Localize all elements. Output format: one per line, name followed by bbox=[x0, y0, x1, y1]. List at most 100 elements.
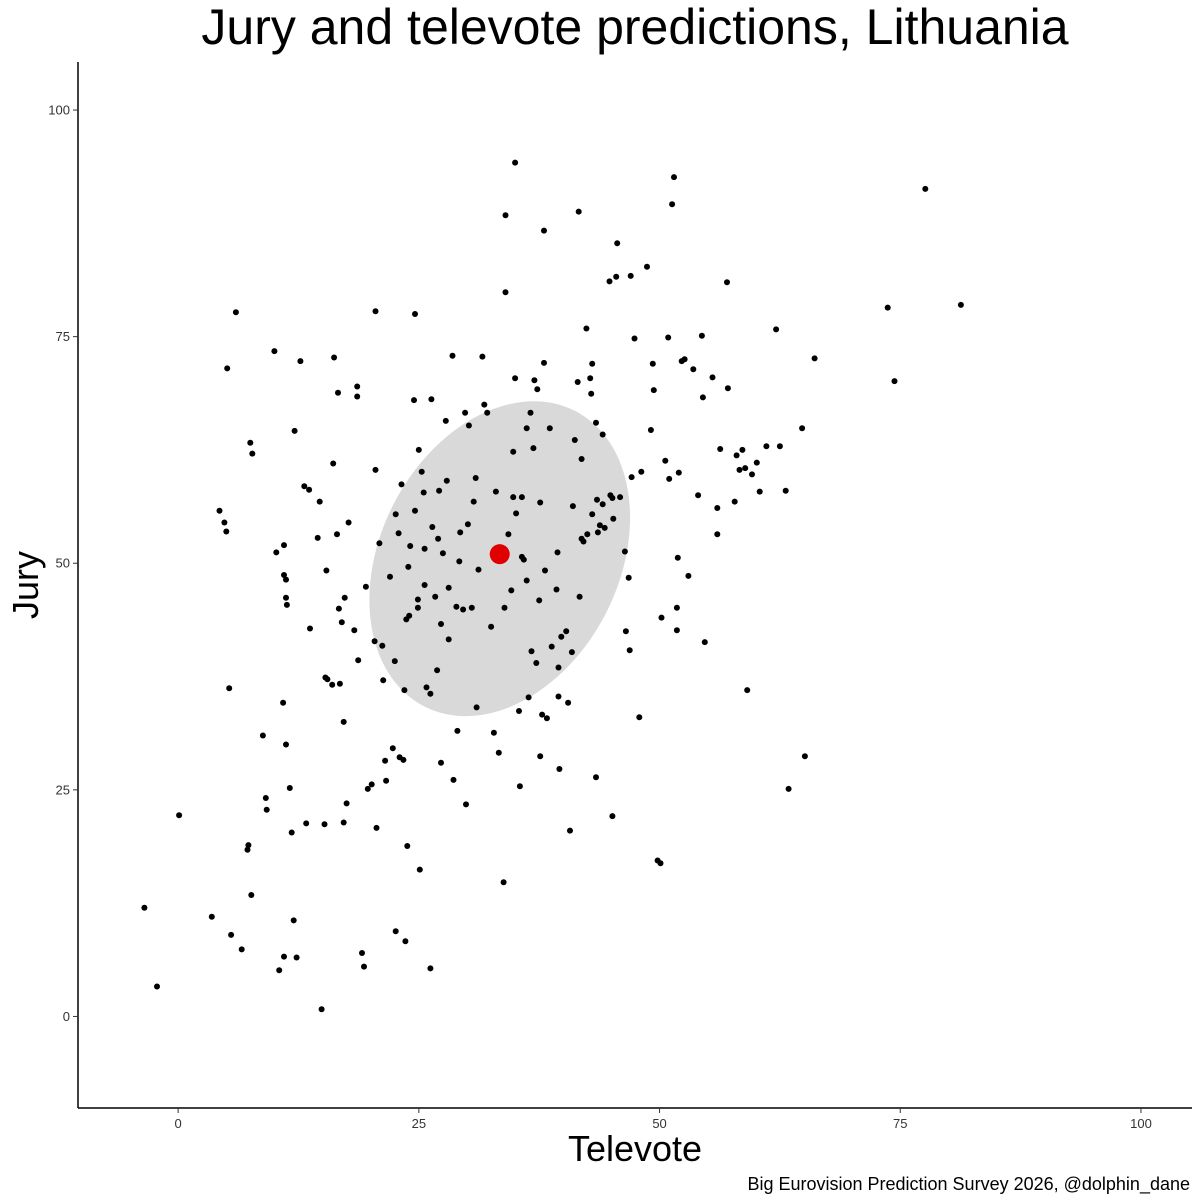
data-point bbox=[335, 389, 341, 396]
data-point bbox=[649, 360, 656, 367]
data-point bbox=[262, 795, 269, 801]
data-point bbox=[508, 587, 515, 594]
data-point bbox=[527, 409, 534, 416]
data-point bbox=[281, 542, 287, 549]
data-point bbox=[799, 425, 806, 432]
data-point bbox=[249, 450, 256, 457]
data-point bbox=[523, 577, 530, 584]
data-point bbox=[351, 627, 358, 634]
data-point bbox=[460, 606, 467, 613]
data-point bbox=[301, 483, 308, 490]
y-tick-label: 75 bbox=[56, 329, 70, 344]
data-point bbox=[673, 627, 680, 634]
data-point bbox=[714, 531, 721, 538]
data-point bbox=[473, 704, 480, 711]
data-point bbox=[449, 352, 456, 359]
data-point bbox=[665, 334, 672, 341]
data-point bbox=[263, 806, 270, 813]
data-point bbox=[330, 460, 337, 467]
data-point bbox=[359, 950, 365, 956]
data-point bbox=[739, 446, 746, 453]
data-point bbox=[742, 465, 749, 472]
data-point bbox=[510, 448, 517, 455]
data-point bbox=[405, 563, 412, 570]
data-point bbox=[208, 913, 215, 920]
data-point bbox=[578, 456, 585, 462]
data-point bbox=[756, 488, 763, 495]
data-point bbox=[736, 466, 743, 473]
data-point bbox=[297, 358, 304, 365]
data-point bbox=[674, 554, 681, 561]
data-point bbox=[516, 708, 522, 714]
data-point bbox=[398, 481, 405, 488]
data-point bbox=[434, 667, 441, 674]
data-point bbox=[331, 354, 338, 361]
data-point bbox=[596, 522, 603, 529]
data-point bbox=[216, 507, 223, 514]
data-point bbox=[428, 396, 435, 403]
data-point bbox=[599, 501, 606, 508]
data-point bbox=[373, 824, 380, 831]
data-point bbox=[371, 638, 378, 645]
data-point bbox=[554, 549, 561, 556]
data-point bbox=[502, 289, 509, 296]
data-point bbox=[675, 469, 682, 476]
data-point bbox=[594, 496, 600, 503]
data-point bbox=[316, 498, 323, 505]
data-point bbox=[593, 774, 599, 781]
data-point bbox=[406, 612, 413, 619]
data-point bbox=[568, 649, 575, 656]
data-point bbox=[512, 159, 519, 166]
data-point bbox=[555, 693, 562, 700]
data-point bbox=[323, 567, 330, 574]
data-point bbox=[286, 785, 293, 791]
data-point bbox=[354, 393, 361, 400]
data-point bbox=[698, 332, 705, 339]
data-point bbox=[259, 732, 266, 739]
data-point bbox=[389, 745, 396, 752]
data-point bbox=[479, 353, 486, 360]
data-point bbox=[395, 530, 402, 537]
data-point bbox=[565, 699, 572, 706]
data-point bbox=[442, 417, 449, 424]
data-point bbox=[811, 355, 818, 362]
data-point bbox=[402, 938, 409, 945]
data-point bbox=[492, 488, 499, 495]
data-point bbox=[176, 812, 183, 819]
data-point bbox=[392, 928, 399, 935]
data-point bbox=[436, 487, 443, 494]
data-point bbox=[724, 279, 730, 286]
data-point bbox=[731, 498, 738, 505]
data-point bbox=[354, 383, 361, 390]
data-point bbox=[341, 594, 348, 601]
data-point bbox=[657, 860, 664, 867]
data-point bbox=[314, 534, 321, 541]
data-point bbox=[650, 387, 657, 394]
data-point bbox=[724, 385, 731, 392]
data-point bbox=[488, 623, 495, 630]
data-point bbox=[673, 604, 680, 611]
data-point bbox=[744, 687, 751, 694]
data-point bbox=[324, 676, 331, 683]
data-point bbox=[271, 348, 278, 355]
data-point bbox=[922, 185, 929, 192]
data-point bbox=[621, 548, 628, 555]
data-point bbox=[336, 680, 343, 687]
data-point bbox=[465, 422, 472, 429]
data-point bbox=[276, 967, 283, 974]
data-point bbox=[614, 240, 621, 247]
data-point bbox=[593, 419, 599, 426]
data-point bbox=[364, 785, 371, 792]
data-point bbox=[456, 558, 463, 565]
data-point bbox=[626, 647, 633, 654]
data-points bbox=[141, 159, 964, 1013]
data-point bbox=[576, 593, 583, 600]
data-point bbox=[329, 681, 336, 688]
data-point bbox=[273, 549, 280, 556]
data-point bbox=[528, 648, 535, 655]
data-point bbox=[589, 360, 596, 367]
data-point bbox=[563, 628, 570, 635]
data-point bbox=[281, 953, 287, 960]
data-point bbox=[443, 477, 450, 484]
data-point bbox=[306, 486, 313, 493]
